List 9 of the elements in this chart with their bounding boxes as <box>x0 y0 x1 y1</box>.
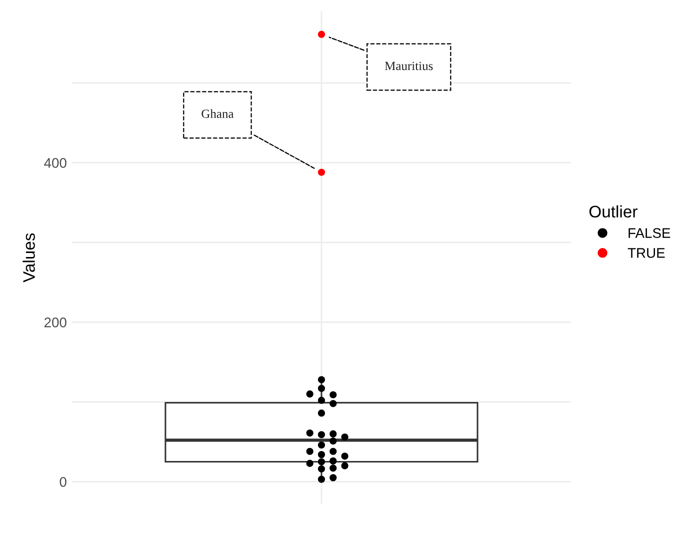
y-axis-title: Values <box>22 233 35 282</box>
y-tick-label: 0 <box>60 477 66 487</box>
annotation: Mauritius <box>384 62 433 70</box>
legend-title: Outlier <box>589 205 638 218</box>
y-tick-label: 400 <box>44 158 66 168</box>
annotation: Ghana <box>202 109 234 118</box>
legend-label: TRUE <box>628 248 665 258</box>
y-tick-label: 200 <box>44 318 66 328</box>
legend-label: FALSE <box>628 228 670 238</box>
